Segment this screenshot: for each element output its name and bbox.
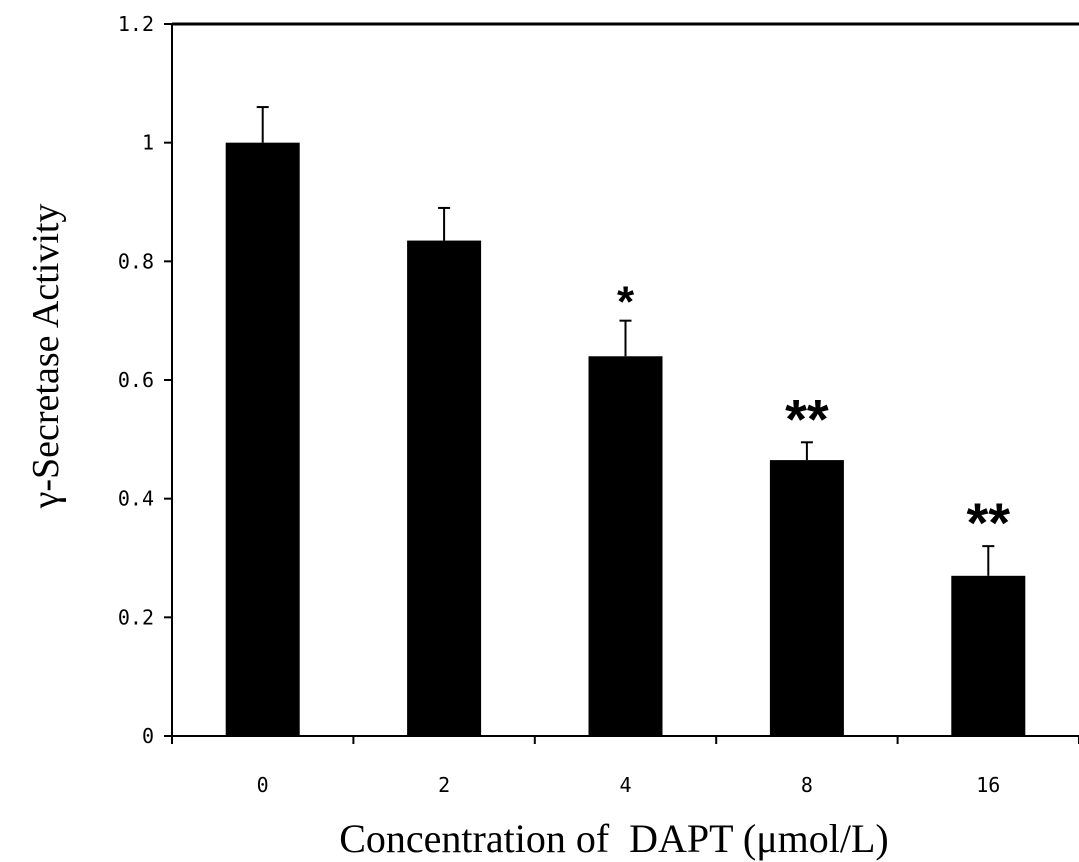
y-tick-label: 0 (142, 724, 154, 748)
x-axis-title: Concentration of DAPT (μmol/L) (339, 816, 889, 861)
y-axis-title: γ-Secretase Activity (25, 204, 67, 510)
x-tick-label: 8 (801, 773, 813, 797)
significance-marker: ** (785, 387, 829, 450)
x-tick-label: 0 (257, 773, 269, 797)
y-tick-label: 1 (142, 131, 154, 155)
significance-marker: * (617, 278, 635, 327)
bar (407, 240, 482, 737)
x-tick-label: 4 (619, 773, 631, 797)
bar (769, 460, 844, 736)
x-tick-label: 16 (976, 773, 1000, 797)
bar (951, 575, 1026, 736)
y-tick-label: 0.2 (118, 605, 154, 629)
y-tick-label: 0.4 (118, 487, 154, 511)
bar (225, 142, 300, 736)
x-axis: 0 2 4 8 16 (171, 735, 1079, 797)
x-tick-label: 2 (438, 773, 450, 797)
bars: ***** (225, 106, 1026, 737)
y-tick-label: 1.2 (118, 12, 154, 36)
y-tick-label: 0.8 (118, 249, 154, 273)
significance-marker: ** (967, 491, 1011, 554)
y-tick-label: 0.6 (118, 368, 154, 392)
y-axis: 0 0.2 0.4 0.6 0.8 1 1.2 (118, 12, 173, 748)
bar (588, 356, 663, 736)
